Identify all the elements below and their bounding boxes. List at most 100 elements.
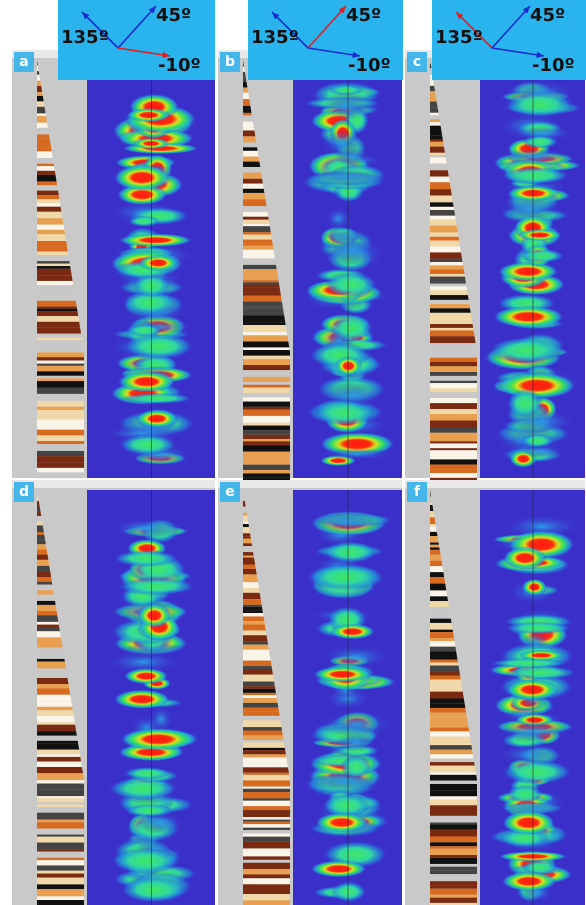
seismic-trace bbox=[430, 679, 477, 686]
seismic-trace bbox=[243, 445, 290, 452]
seismic-trace bbox=[37, 804, 84, 808]
seismic-trace bbox=[37, 860, 84, 866]
seismic-trace bbox=[430, 469, 477, 473]
seismic-trace bbox=[243, 477, 290, 481]
seismic-trace bbox=[37, 754, 84, 757]
seismic-trace bbox=[243, 438, 290, 442]
heatmap-blob bbox=[317, 711, 397, 737]
seismic-trace bbox=[243, 470, 290, 474]
seismic-trace bbox=[243, 430, 290, 435]
seismic-trace bbox=[430, 472, 477, 478]
panel-label: c bbox=[413, 54, 421, 70]
seismic-trace bbox=[243, 234, 290, 240]
seismic-trace bbox=[430, 815, 477, 823]
seismic-trace bbox=[37, 749, 84, 755]
seismic-trace bbox=[37, 722, 84, 725]
arrow-head bbox=[82, 12, 90, 20]
seismic-trace bbox=[243, 635, 290, 642]
seismic-trace bbox=[430, 662, 477, 666]
seismic-trace bbox=[430, 456, 477, 460]
seismic-trace bbox=[243, 276, 290, 281]
seismic-trace bbox=[430, 805, 477, 811]
seismic-trace bbox=[37, 637, 84, 644]
seismic-trace bbox=[37, 812, 84, 820]
seismic-trace bbox=[243, 767, 290, 773]
seismic-trace bbox=[243, 308, 290, 316]
angle-legend: 135º 45º -10º bbox=[432, 0, 586, 80]
seismic-trace bbox=[430, 866, 477, 871]
seismic-trace bbox=[430, 712, 477, 717]
seismic-trace bbox=[37, 387, 84, 394]
angle-legend: 135º 45º -10º bbox=[58, 0, 215, 80]
seismic-trace bbox=[37, 327, 84, 334]
panel-label-box bbox=[407, 482, 427, 502]
seismic-trace bbox=[37, 740, 84, 744]
heatmap-blob bbox=[331, 881, 367, 902]
heatmap-blob bbox=[135, 409, 178, 428]
seismic-trace bbox=[430, 283, 477, 287]
seismic-trace bbox=[37, 766, 84, 774]
seismic-trace bbox=[37, 246, 84, 252]
seismic-trace bbox=[430, 435, 477, 442]
legends: 135º 45º -10º 135º 45º -10º 135º 45º -10º bbox=[58, 0, 586, 80]
seismic-trace bbox=[243, 735, 290, 741]
seismic-trace bbox=[37, 668, 84, 672]
arrow-head bbox=[456, 12, 464, 20]
heatmap-blob bbox=[489, 337, 564, 364]
seismic-trace bbox=[37, 419, 84, 426]
seismic-trace bbox=[430, 420, 477, 428]
seismic-trace bbox=[243, 874, 290, 879]
seismic-trace bbox=[243, 226, 290, 233]
heatmap-blob bbox=[306, 563, 384, 591]
seismic-trace bbox=[430, 772, 477, 775]
heatmap-blob bbox=[320, 645, 392, 669]
panels: a b c d e f bbox=[12, 50, 586, 905]
heatmap-blob bbox=[506, 185, 560, 202]
seismic-trace bbox=[37, 241, 84, 247]
arrow-head bbox=[352, 51, 360, 58]
heatmap-blob bbox=[123, 766, 172, 780]
seismic-trace bbox=[430, 796, 477, 800]
heatmap-blob bbox=[499, 193, 560, 224]
heatmap-blob bbox=[117, 577, 196, 596]
seismic-trace bbox=[430, 727, 477, 732]
seismic-trace bbox=[37, 441, 84, 445]
seismic-trace bbox=[430, 842, 477, 847]
seismic-trace bbox=[37, 234, 84, 242]
seismic-trace bbox=[243, 434, 290, 439]
seismic-trace bbox=[243, 817, 290, 820]
seismic-trace bbox=[430, 799, 477, 806]
panel-label-box bbox=[220, 482, 240, 502]
seismic-trace bbox=[243, 878, 290, 885]
seismic-trace bbox=[243, 841, 290, 849]
seismic-trace bbox=[243, 458, 290, 465]
arrow-head bbox=[338, 6, 346, 14]
heatmap-blob bbox=[310, 860, 367, 878]
seismic-trace bbox=[37, 472, 84, 479]
seismic-trace bbox=[243, 686, 290, 689]
seismic-trace bbox=[243, 658, 290, 661]
seismic-trace bbox=[37, 429, 84, 436]
seismic-trace bbox=[243, 370, 290, 377]
seismic-trace bbox=[37, 857, 84, 861]
seismic-trace bbox=[37, 287, 84, 295]
heatmap-blob bbox=[120, 876, 187, 903]
seismic-trace bbox=[37, 661, 84, 669]
seismic-trace bbox=[37, 701, 84, 707]
seismic-trace bbox=[243, 292, 290, 296]
arrow-head bbox=[162, 51, 170, 58]
seismic-trace bbox=[430, 414, 477, 421]
seismic-trace bbox=[430, 441, 477, 444]
seismic-trace bbox=[243, 827, 290, 831]
seismic-trace bbox=[243, 335, 290, 342]
seismic-trace bbox=[430, 276, 477, 282]
seismic-trace bbox=[430, 762, 477, 766]
seismic-trace bbox=[243, 473, 290, 478]
seismic-trace bbox=[243, 856, 290, 860]
seismic-trace bbox=[37, 375, 84, 379]
seismic-trace bbox=[243, 720, 290, 728]
seismic-trace bbox=[37, 731, 84, 736]
seismic-trace bbox=[430, 641, 477, 647]
seismic-trace bbox=[243, 232, 290, 235]
seismic-trace bbox=[243, 727, 290, 731]
